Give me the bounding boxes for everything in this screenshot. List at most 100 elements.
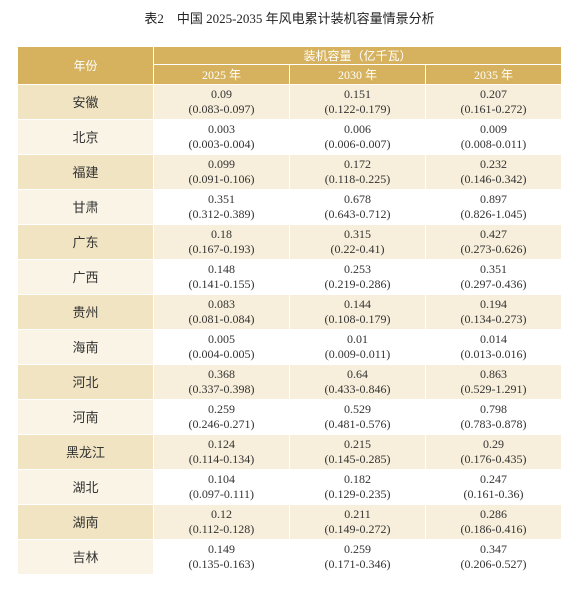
capacity-range: (0.008-0.011): [460, 137, 527, 151]
capacity-range: (0.134-0.273): [460, 312, 527, 326]
province: 福建: [17, 154, 154, 190]
capacity-range: (0.161-0.36): [463, 487, 524, 501]
capacity-value: 0.182: [344, 472, 371, 486]
capacity-range: (0.081-0.084): [188, 312, 255, 326]
capacity-value: 0.347: [480, 542, 507, 556]
capacity-cell: 0.149 (0.135-0.163): [153, 539, 290, 575]
capacity-cell: 0.29 (0.176-0.435): [425, 434, 562, 470]
capacity-value: 0.099: [208, 157, 235, 171]
capacity-range: (0.006-0.007): [324, 137, 391, 151]
capacity-cell: 0.529 (0.481-0.576): [289, 399, 426, 435]
capacity-range: (0.114-0.134): [188, 452, 255, 466]
capacity-value: 0.124: [208, 437, 235, 451]
capacity-cell: 0.01 (0.009-0.011): [289, 329, 426, 365]
province: 河北: [17, 364, 154, 400]
capacity-cell: 0.003 (0.003-0.004): [153, 119, 290, 155]
capacity-range: (0.783-0.878): [460, 417, 527, 431]
table-row: 甘肃 0.351 (0.312-0.389) 0.678 (0.643-0.712) 0.…: [17, 189, 562, 225]
capacity-range: (0.129-0.235): [324, 487, 391, 501]
capacity-range: (0.167-0.193): [188, 242, 255, 256]
table-row: 北京 0.003 (0.003-0.004) 0.006 (0.006-0.007) 0.…: [17, 119, 562, 155]
capacity-range: (0.009-0.011): [324, 347, 391, 361]
capacity-cell: 0.099 (0.091-0.106): [153, 154, 290, 190]
capacity-cell: 0.09 (0.083-0.097): [153, 84, 290, 120]
capacity-cell: 0.014 (0.013-0.016): [425, 329, 562, 365]
capacity-value: 0.29: [483, 437, 504, 451]
year-header: 2030 年: [289, 64, 426, 85]
table-row: 湖北 0.104 (0.097-0.111) 0.182 (0.129-0.235) 0.…: [17, 469, 562, 505]
capacity-value: 0.211: [344, 507, 371, 521]
capacity-cell: 0.259 (0.246-0.271): [153, 399, 290, 435]
province: 湖北: [17, 469, 154, 505]
capacity-value: 0.259: [344, 542, 371, 556]
capacity-cell: 0.144 (0.108-0.179): [289, 294, 426, 330]
table-row: 湖南 0.12 (0.112-0.128) 0.211 (0.149-0.272) 0.2…: [17, 504, 562, 540]
capacity-value: 0.368: [208, 367, 235, 381]
capacity-cell: 0.286 (0.186-0.416): [425, 504, 562, 540]
capacity-value: 0.207: [480, 87, 507, 101]
capacity-range: (0.186-0.416): [460, 522, 527, 536]
table-title: 表2 中国 2025-2035 年风电累计装机容量情景分析: [144, 11, 435, 26]
capacity-range: (0.145-0.285): [324, 452, 391, 466]
capacity-value: 0.014: [480, 332, 507, 346]
capacity-range: (0.22-0.41): [330, 242, 385, 256]
capacity-value: 0.006: [344, 122, 371, 136]
capacity-range: (0.826-1.045): [460, 207, 527, 221]
capacity-value: 0.678: [344, 192, 371, 206]
capacity-value: 0.083: [208, 297, 235, 311]
capacity-cell: 0.18 (0.167-0.193): [153, 224, 290, 260]
capacity-cell: 0.863 (0.529-1.291): [425, 364, 562, 400]
capacity-cell: 0.351 (0.312-0.389): [153, 189, 290, 225]
capacity-value: 0.104: [208, 472, 235, 486]
table-row: 黑龙江 0.124 (0.114-0.134) 0.215 (0.145-0.285) 0…: [17, 434, 562, 470]
capacity-range: (0.122-0.179): [324, 102, 391, 116]
capacity-range: (0.141-0.155): [188, 277, 255, 291]
capacity-value: 0.232: [480, 157, 507, 171]
capacity-cell: 0.151 (0.122-0.179): [289, 84, 426, 120]
capacity-value: 0.798: [480, 402, 507, 416]
capacity-value: 0.897: [480, 192, 507, 206]
province: 安徽: [17, 84, 154, 120]
capacity-value: 0.315: [344, 227, 371, 241]
table-row: 海南 0.005 (0.004-0.005) 0.01 (0.009-0.011) 0.0…: [17, 329, 562, 365]
province: 吉林: [17, 539, 154, 575]
capacity-value: 0.427: [480, 227, 507, 241]
capacity-value: 0.01: [347, 332, 368, 346]
table-row: 吉林 0.149 (0.135-0.163) 0.259 (0.171-0.346) 0.…: [17, 539, 562, 575]
province: 湖南: [17, 504, 154, 540]
capacity-range: (0.176-0.435): [460, 452, 527, 466]
province: 河南: [17, 399, 154, 435]
province: 北京: [17, 119, 154, 155]
province: 甘肃: [17, 189, 154, 225]
capacity-value: 0.18: [211, 227, 232, 241]
capacity-cell: 0.124 (0.114-0.134): [153, 434, 290, 470]
group-header: 装机容量（亿千瓦）: [153, 46, 562, 65]
capacity-range: (0.013-0.016): [460, 347, 527, 361]
capacity-cell: 0.104 (0.097-0.111): [153, 469, 290, 505]
capacity-value: 0.149: [208, 542, 235, 556]
capacity-cell: 0.259 (0.171-0.346): [289, 539, 426, 575]
capacity-cell: 0.12 (0.112-0.128): [153, 504, 290, 540]
capacity-range: (0.083-0.097): [188, 102, 255, 116]
capacity-range: (0.003-0.004): [188, 137, 255, 151]
capacity-cell: 0.897 (0.826-1.045): [425, 189, 562, 225]
capacity-range: (0.118-0.225): [324, 172, 391, 186]
capacity-cell: 0.247 (0.161-0.36): [425, 469, 562, 505]
capacity-value: 0.003: [208, 122, 235, 136]
capacity-cell: 0.006 (0.006-0.007): [289, 119, 426, 155]
capacity-cell: 0.253 (0.219-0.286): [289, 259, 426, 295]
capacity-cell: 0.798 (0.783-0.878): [425, 399, 562, 435]
year-header: 2035 年: [425, 64, 562, 85]
data-table: 年份 装机容量（亿千瓦） 2025 年 2030 年 2035 年 安徽 0.09 (0…: [17, 46, 562, 575]
capacity-cell: 0.009 (0.008-0.011): [425, 119, 562, 155]
capacity-range: (0.246-0.271): [188, 417, 255, 431]
capacity-range: (0.529-1.291): [460, 382, 527, 396]
table-row: 河南 0.259 (0.246-0.271) 0.529 (0.481-0.576) 0.…: [17, 399, 562, 435]
capacity-cell: 0.172 (0.118-0.225): [289, 154, 426, 190]
capacity-cell: 0.232 (0.146-0.342): [425, 154, 562, 190]
capacity-range: (0.219-0.286): [324, 277, 391, 291]
capacity-value: 0.863: [480, 367, 507, 381]
capacity-value: 0.12: [211, 507, 232, 521]
capacity-range: (0.206-0.527): [460, 557, 527, 571]
